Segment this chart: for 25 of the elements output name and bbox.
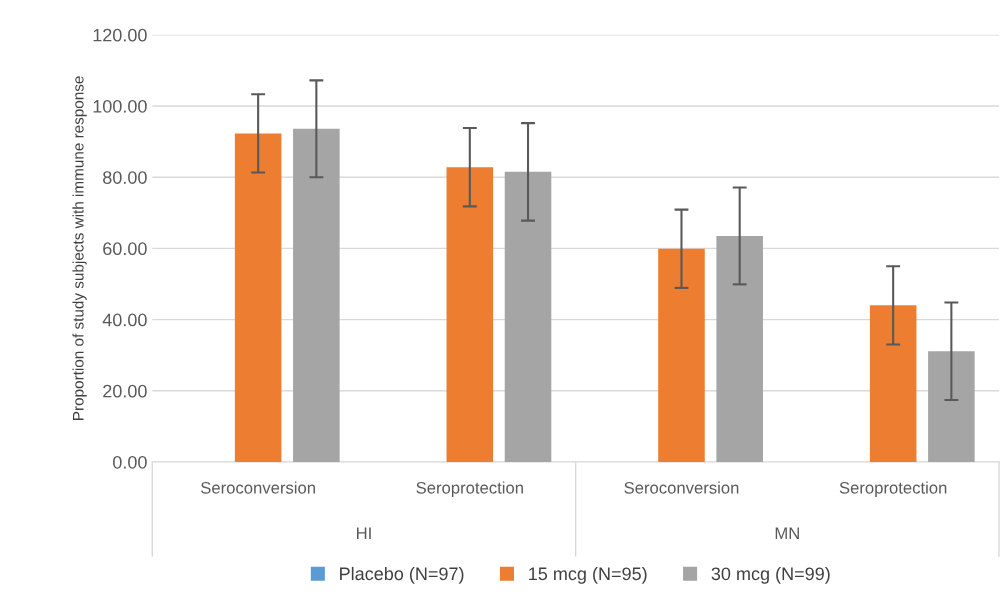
bar bbox=[716, 235, 763, 462]
y-tick-label: 100.00 bbox=[93, 99, 147, 113]
y-tick-label: 60.00 bbox=[103, 242, 147, 256]
y-tick-label: 40.00 bbox=[102, 313, 147, 327]
bar bbox=[928, 351, 975, 462]
text: HI bbox=[357, 527, 371, 539]
bar bbox=[293, 128, 340, 462]
bar bbox=[658, 248, 705, 462]
legend-label: 15 mcg (N=95) bbox=[529, 566, 647, 584]
y-axis-title: Proportion of study subjects with immune response bbox=[72, 76, 87, 420]
y-tick-label: 20.00 bbox=[103, 384, 147, 398]
legend-label: 30 mcg (N=99) bbox=[711, 566, 830, 584]
bar bbox=[446, 167, 494, 462]
y-tick-label: 0.00 bbox=[113, 455, 147, 469]
x-tick-label: Seroconversion bbox=[201, 481, 315, 494]
bar bbox=[234, 133, 282, 462]
x-tick-label: Seroconversion bbox=[624, 481, 739, 494]
text: MN bbox=[775, 527, 799, 539]
x-tick-label: Seroprotection bbox=[416, 481, 523, 497]
x-tick-label: Seroprotection bbox=[839, 481, 947, 497]
y-tick-label: 120.00 bbox=[93, 28, 147, 42]
bar bbox=[504, 171, 552, 462]
bar bbox=[869, 305, 917, 462]
y-tick-label: 80.00 bbox=[103, 171, 147, 184]
legend-label: Placebo (N=97) bbox=[340, 566, 464, 584]
